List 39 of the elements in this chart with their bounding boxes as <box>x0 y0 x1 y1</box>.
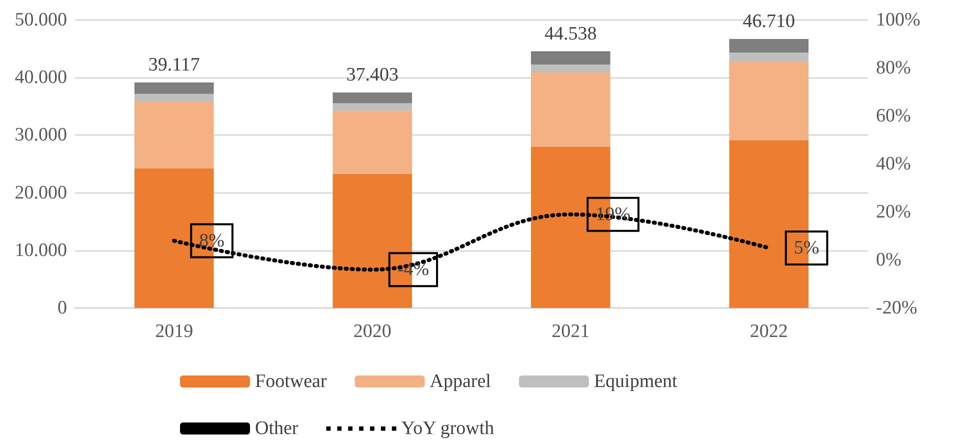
bar <box>530 64 610 72</box>
x-tick-label: 2022 <box>750 321 788 342</box>
legend-label: YoY growth <box>401 418 495 439</box>
legend-label: Equipment <box>594 371 678 392</box>
y2-tick-label: -20% <box>876 298 918 318</box>
bar <box>332 103 412 111</box>
total-label: 37.403 <box>346 64 398 86</box>
y2-tick-label: 40% <box>876 154 911 174</box>
bar <box>134 94 214 102</box>
y-tick-label: 50.000 <box>14 10 67 30</box>
legend-label: Footwear <box>255 371 328 392</box>
bar <box>332 110 412 174</box>
legend-label: Other <box>255 418 299 439</box>
bar <box>530 72 610 147</box>
bar <box>134 102 214 168</box>
y2-tick-label: 60% <box>876 106 911 126</box>
y-tick-label: 10.000 <box>14 240 67 261</box>
data-label: 19% <box>596 204 631 225</box>
bar <box>729 39 809 53</box>
y-tick-label: 20.000 <box>14 182 67 204</box>
y-tick-label: 0 <box>58 298 67 318</box>
y2-tick-label: 100% <box>876 10 920 30</box>
x-tick-label: 2019 <box>155 321 194 342</box>
bar <box>729 62 809 140</box>
total-label: 44.538 <box>544 23 597 44</box>
y-tick-label: 30.000 <box>14 124 67 146</box>
y2-tick-label: 20% <box>876 202 911 222</box>
y2-tick-label: 80% <box>876 58 911 78</box>
total-label: 46.710 <box>742 10 795 32</box>
bar <box>332 92 412 104</box>
legend-label: Apparel <box>430 371 491 392</box>
bar <box>530 52 610 65</box>
bar <box>134 82 214 94</box>
x-tick-label: 2020 <box>353 321 392 342</box>
total-label: 39.117 <box>148 54 200 76</box>
bar <box>729 52 809 62</box>
x-tick-label: 2021 <box>552 321 590 342</box>
y2-tick-label: 0% <box>876 250 902 270</box>
y-tick-label: 40.000 <box>14 67 67 88</box>
